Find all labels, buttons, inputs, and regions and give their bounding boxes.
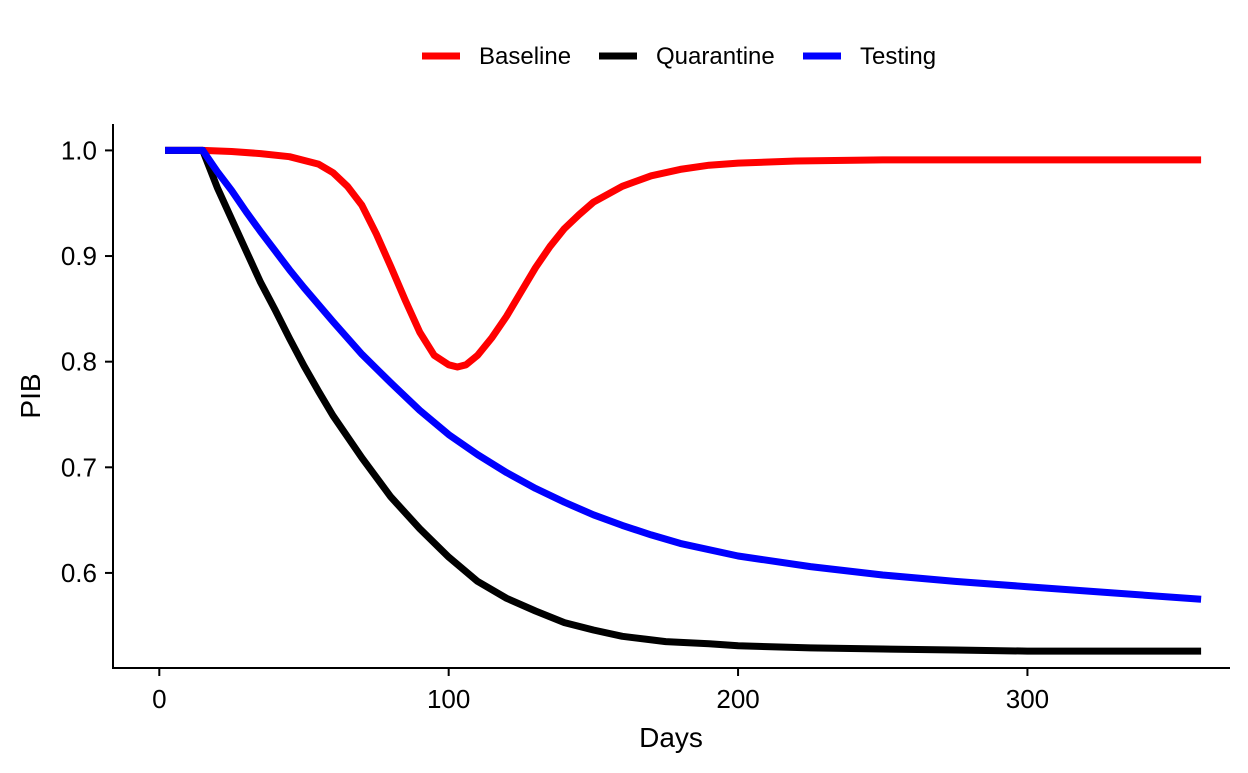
x-tick-label: 100 [427,684,470,714]
y-tick-label: 0.9 [61,241,97,271]
series-line-baseline [165,146,1202,371]
x-tick-label: 200 [716,684,759,714]
series-line-quarantine [165,146,1202,655]
legend: Baseline Quarantine Testing [422,43,936,70]
y-tick-label: 0.8 [61,347,97,377]
x-tick-label: 0 [152,684,166,714]
series-line-testing [165,146,1202,603]
legend-label-testing: Testing [860,43,936,70]
legend-label-quarantine: Quarantine [656,43,775,70]
y-tick-label: 0.7 [61,452,97,482]
x-tick-label: 300 [1006,684,1049,714]
plot-lines [165,146,1202,655]
legend-label-baseline: Baseline [479,43,571,70]
axes [112,124,1230,669]
y-axis-title: PIB [15,373,46,418]
y-tick-label: 1.0 [61,135,97,165]
axis-ticks: 0 100 200 300 0.6 0.7 0.8 0.9 1.0 [61,135,1049,714]
y-tick-label: 0.6 [61,558,97,588]
x-axis-title: Days [639,722,703,753]
